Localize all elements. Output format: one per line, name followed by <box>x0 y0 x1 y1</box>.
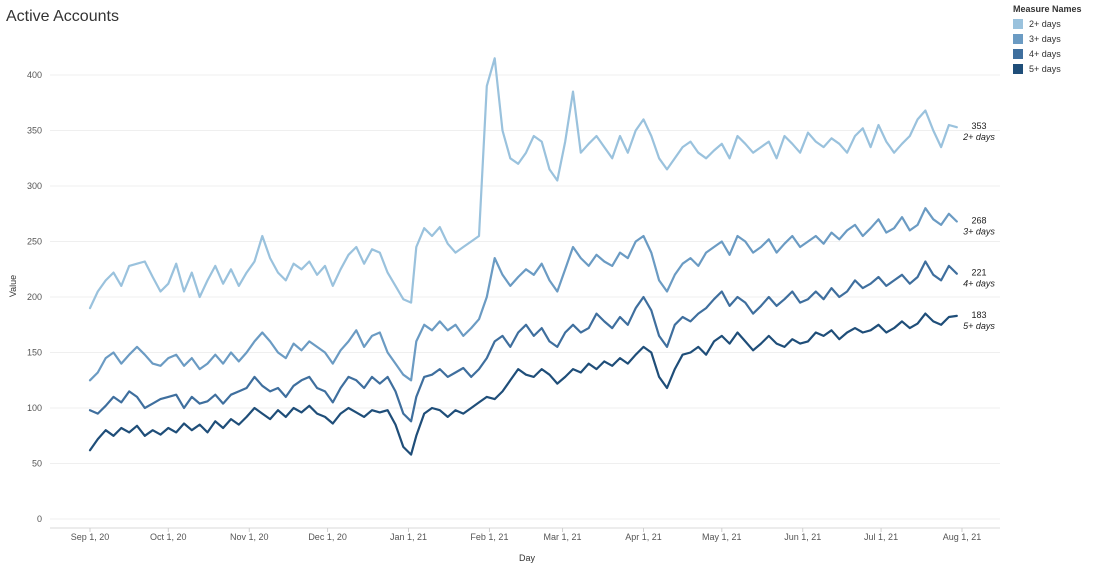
y-axis-title: Value <box>8 275 18 297</box>
legend-item-2-days[interactable]: 2+ days <box>1013 16 1082 31</box>
legend-label: 5+ days <box>1029 63 1061 74</box>
x-axis: Sep 1, 20 Oct 1, 20 Nov 1, 20 Dec 1, 20 Jan … <box>71 528 982 542</box>
legend-item-5-days[interactable]: 5+ days <box>1013 61 1082 76</box>
series-line-4-days <box>88 260 958 423</box>
series-lines <box>88 57 958 456</box>
y-tick-label: 200 <box>27 292 42 302</box>
y-tick-label: 150 <box>27 348 42 358</box>
y-axis: 0 50 100 150 200 250 300 350 400 <box>27 70 42 524</box>
end-series-label: 3+ days <box>963 227 995 237</box>
x-tick-label: Mar 1, 21 <box>544 532 582 542</box>
y-tick-label: 250 <box>27 237 42 247</box>
series-line-3-days <box>88 207 958 382</box>
chart-title: Active Accounts <box>6 8 119 25</box>
legend: Measure Names 2+ days 3+ days 4+ days 5+… <box>1013 4 1082 76</box>
x-tick-label: Jan 1, 21 <box>390 532 427 542</box>
x-tick-label: Sep 1, 20 <box>71 532 110 542</box>
x-tick-label: Feb 1, 21 <box>470 532 508 542</box>
y-tick-label: 350 <box>27 126 42 136</box>
series-line-5-days <box>88 312 958 456</box>
end-value-label: 183 <box>971 310 986 320</box>
legend-swatch <box>1013 18 1023 29</box>
end-value-label: 221 <box>971 268 986 278</box>
legend-title: Measure Names <box>1013 4 1082 14</box>
end-value-label: 268 <box>971 216 986 226</box>
legend-label: 4+ days <box>1029 48 1061 59</box>
x-tick-label: Oct 1, 20 <box>150 532 187 542</box>
legend-swatch <box>1013 33 1023 44</box>
x-tick-label: Dec 1, 20 <box>308 532 347 542</box>
legend-swatch <box>1013 63 1023 74</box>
series-line-2-days <box>88 57 958 310</box>
y-tick-label: 300 <box>27 181 42 191</box>
x-tick-label: Jul 1, 21 <box>864 532 898 542</box>
legend-label: 3+ days <box>1029 33 1061 44</box>
y-tick-label: 0 <box>37 514 42 524</box>
end-series-label: 2+ days <box>962 132 995 142</box>
x-tick-label: Jun 1, 21 <box>784 532 821 542</box>
y-tick-label: 100 <box>27 403 42 413</box>
legend-swatch <box>1013 48 1023 59</box>
x-tick-label: Nov 1, 20 <box>230 532 269 542</box>
end-value-label: 353 <box>971 121 986 131</box>
end-series-label: 4+ days <box>963 279 995 289</box>
legend-item-4-days[interactable]: 4+ days <box>1013 46 1082 61</box>
y-tick-label: 50 <box>32 459 42 469</box>
x-tick-label: May 1, 21 <box>702 532 742 542</box>
legend-label: 2+ days <box>1029 18 1061 29</box>
y-tick-label: 400 <box>27 70 42 80</box>
x-axis-title: Day <box>519 553 536 563</box>
end-series-label: 5+ days <box>963 321 995 331</box>
grid-lines <box>50 74 1000 529</box>
x-tick-label: Aug 1, 21 <box>943 532 982 542</box>
x-tick-label: Apr 1, 21 <box>625 532 662 542</box>
legend-item-3-days[interactable]: 3+ days <box>1013 31 1082 46</box>
